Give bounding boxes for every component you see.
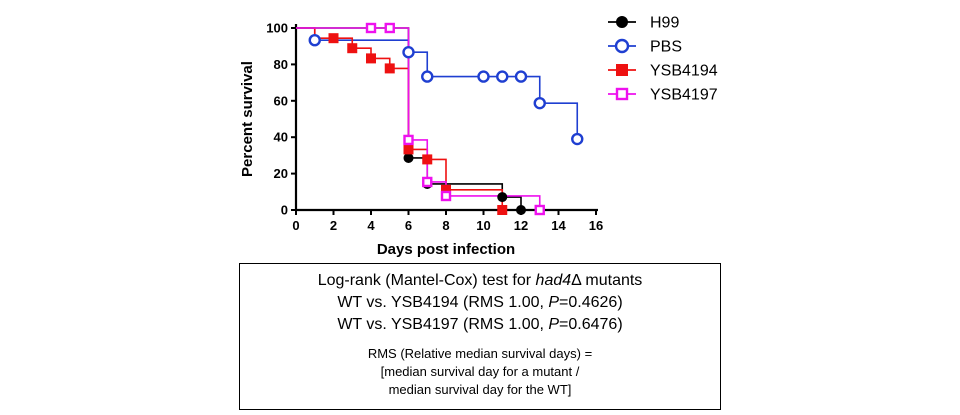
marker-h99: [497, 192, 508, 203]
stats-title: Log-rank (Mantel-Cox) test for had4Δ mut…: [240, 270, 720, 292]
stats-line-ysb4197-prefix: WT vs. YSB4197 (RMS 1.00,: [337, 316, 549, 333]
legend-label-h99: H99: [650, 15, 679, 32]
stats-title-suffix: Δ mutants: [571, 272, 643, 289]
marker-ysb4197: [440, 190, 452, 202]
rms-note-3: median survival day for the WT]: [388, 382, 572, 397]
legend-marker-ysb4197: [615, 87, 629, 101]
marker-h99: [403, 152, 414, 163]
marker-ysb4197: [422, 176, 433, 188]
y-tick-label: 20: [274, 166, 288, 181]
stats-line-ysb4194-value: =0.4626): [559, 294, 623, 311]
x-tick-label: 4: [367, 218, 375, 233]
x-tick-label: 8: [442, 218, 449, 233]
x-axis-title: Days post infection: [377, 241, 515, 258]
x-tick-label: 16: [589, 218, 603, 233]
stats-box: Log-rank (Mantel-Cox) test for had4Δ mut…: [239, 263, 721, 410]
x-tick-label: 0: [292, 218, 299, 233]
y-tick-label: 0: [281, 203, 288, 218]
stats-line-ysb4197: WT vs. YSB4197 (RMS 1.00, P=0.6476): [240, 314, 720, 336]
marker-ysb4194: [366, 53, 376, 64]
legend-label-pbs: PBS: [650, 39, 682, 56]
marker-pbs: [477, 70, 490, 83]
legend: H99 PBS YSB4194 YSB4197: [608, 15, 718, 104]
x-tick-label: 10: [476, 218, 490, 233]
series-line-pbs: [296, 27, 579, 140]
legend-label-ysb4194: YSB4194: [650, 63, 718, 80]
legend-label-ysb4197: YSB4197: [650, 87, 718, 104]
marker-ysb4197: [403, 134, 414, 146]
y-tick-label: 40: [274, 130, 288, 145]
y-tick-label: 60: [274, 93, 288, 108]
rms-note-1: RMS (Relative median survival days) =: [367, 346, 593, 361]
x-tick-label: 6: [405, 218, 412, 233]
y-tick-label: 100: [266, 21, 288, 36]
rms-note-2: [median survival day for a mutant /: [380, 364, 580, 379]
survival-chart: 0 2 4 6 8 10 12 14 16 0 20 40 60 80 100 Days post infec…: [239, 15, 718, 259]
marker-ysb4194: [384, 63, 395, 74]
stats-line-ysb4194-p: P: [548, 294, 560, 311]
marker-ysb4197: [534, 204, 545, 216]
stats-line-ysb4194-prefix: WT vs. YSB4194 (RMS 1.00,: [337, 294, 549, 311]
marker-pbs: [402, 46, 415, 59]
marker-ysb4194: [497, 205, 508, 215]
stats-title-gene: had4: [535, 272, 572, 289]
y-tick-label: 80: [274, 57, 288, 72]
marker-pbs: [308, 33, 321, 47]
x-tick-label: 2: [330, 218, 337, 233]
y-axis-title: Percent survival: [239, 61, 256, 177]
stats-line-ysb4197-value: =0.6476): [559, 316, 623, 333]
legend-marker-h99: [616, 16, 628, 28]
marker-pbs: [496, 70, 509, 83]
marker-ysb4197: [384, 22, 395, 34]
series-line-ysb4194: [296, 27, 504, 210]
stats-line-ysb4197-p: P: [548, 316, 560, 333]
marker-ysb4194: [328, 33, 339, 44]
legend-marker-pbs: [614, 38, 630, 54]
marker-pbs: [533, 96, 546, 110]
marker-ysb4194: [441, 184, 451, 195]
series-lines: [296, 27, 579, 210]
x-tick-label: 14: [551, 218, 566, 233]
marker-pbs: [421, 70, 434, 83]
marker-h99: [516, 205, 526, 215]
marker-ysb4197: [365, 22, 377, 34]
marker-ysb4194: [347, 43, 358, 54]
x-tick-label: 12: [514, 218, 528, 233]
stats-title-prefix: Log-rank (Mantel-Cox) test for: [317, 272, 536, 289]
stats-line-ysb4194: WT vs. YSB4194 (RMS 1.00, P=0.4626): [240, 292, 720, 314]
marker-pbs: [514, 70, 528, 83]
marker-pbs: [571, 132, 584, 146]
legend-marker-ysb4194: [616, 64, 628, 76]
axes: 0 2 4 6 8 10 12 14 16 0 20 40 60 80 100 Days post infec…: [239, 21, 603, 259]
series-markers: [308, 22, 584, 216]
series-line-ysb4197: [296, 27, 541, 210]
marker-ysb4194: [422, 154, 433, 165]
marker-ysb4194: [403, 144, 414, 155]
